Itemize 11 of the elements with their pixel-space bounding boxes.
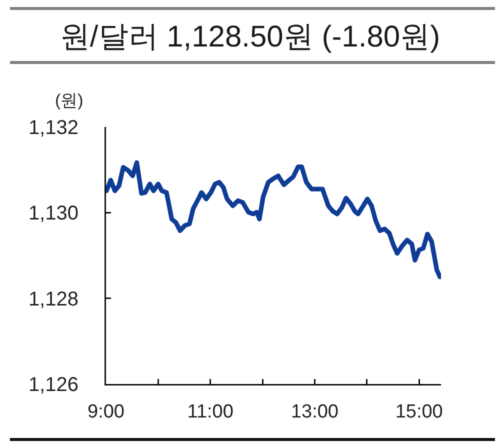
x-tick-label: 13:00 [290,401,338,422]
y-axis-title: (원) [55,91,84,110]
chart-title: 원/달러 1,128.50원 (-1.80원) [60,20,440,54]
y-tick-label: 1,128 [28,288,78,310]
y-tick-label: 1,132 [28,117,78,139]
x-tick-label: 9:00 [88,401,124,422]
x-tick-label: 11:00 [187,401,234,422]
x-tick-label: 15:00 [395,401,443,422]
line-series [106,160,441,280]
y-tick-label: 1,126 [28,374,78,396]
y-tick-label: 1,130 [28,202,78,225]
